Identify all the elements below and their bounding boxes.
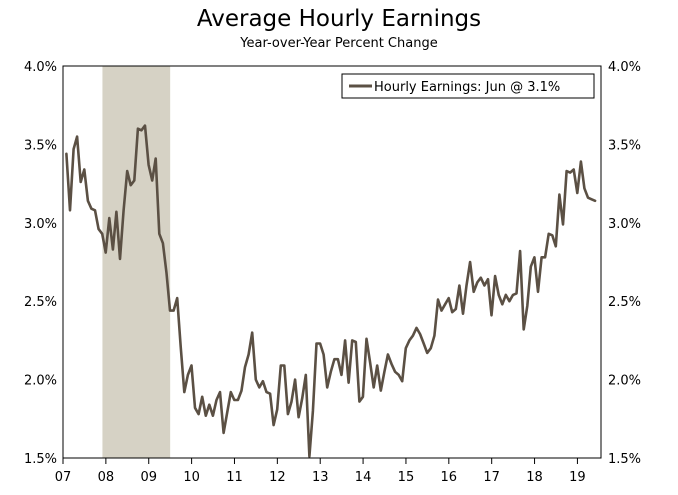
x-tick-label: 08	[98, 470, 115, 485]
y-axis-labels: 1.5% 1.5% 2.0% 2.0% 2.5% 2.5% 3.0% 3.0% 3.5% 3.5%…	[24, 60, 641, 467]
y-tick-label-right: 2.0%	[608, 374, 641, 389]
x-tick-label: 16	[441, 470, 458, 485]
x-tick-label: 11	[226, 470, 243, 485]
y-tick-label-right: 3.5%	[608, 138, 641, 153]
chart-subtitle: Year-over-Year Percent Change	[240, 36, 438, 51]
x-axis-labels: 07 08 09 10 11 12 13 14 15 16 17 18 19	[55, 470, 586, 485]
x-tick-label: 17	[483, 470, 500, 485]
y-tick-label-left: 3.5%	[24, 138, 57, 153]
y-tick-label-left: 2.0%	[24, 374, 57, 389]
y-tick-label-right: 2.5%	[608, 295, 641, 310]
x-tick-label: 14	[355, 470, 372, 485]
y-tick-label-right: 3.0%	[608, 217, 641, 232]
y-tick-label-left: 4.0%	[24, 60, 57, 75]
y-tick-label-left: 1.5%	[24, 452, 57, 467]
legend-box	[341, 73, 595, 99]
recession-shading	[102, 66, 171, 458]
plot-frame	[62, 65, 602, 459]
y-tick-label-left: 2.5%	[24, 295, 57, 310]
series-line-hourly-earnings	[65, 124, 597, 458]
legend-label: Hourly Earnings: Jun @ 3.1%	[374, 80, 560, 95]
chart-title: Average Hourly Earnings	[196, 6, 482, 32]
x-tick-label: 19	[569, 470, 586, 485]
y-tick-label-right: 1.5%	[608, 452, 641, 467]
x-tick-label: 09	[140, 470, 157, 485]
x-axis-ticks	[62, 458, 578, 464]
x-tick-label: 07	[55, 470, 72, 485]
y-tick-label-left: 3.0%	[24, 217, 57, 232]
legend: Hourly Earnings: Jun @ 3.1%	[341, 73, 595, 99]
x-tick-label: 15	[398, 470, 415, 485]
x-tick-label: 12	[269, 470, 286, 485]
x-tick-label: 13	[312, 470, 329, 485]
y-tick-label-right: 4.0%	[608, 60, 641, 75]
x-tick-label: 10	[183, 470, 200, 485]
x-tick-label: 18	[526, 470, 543, 485]
